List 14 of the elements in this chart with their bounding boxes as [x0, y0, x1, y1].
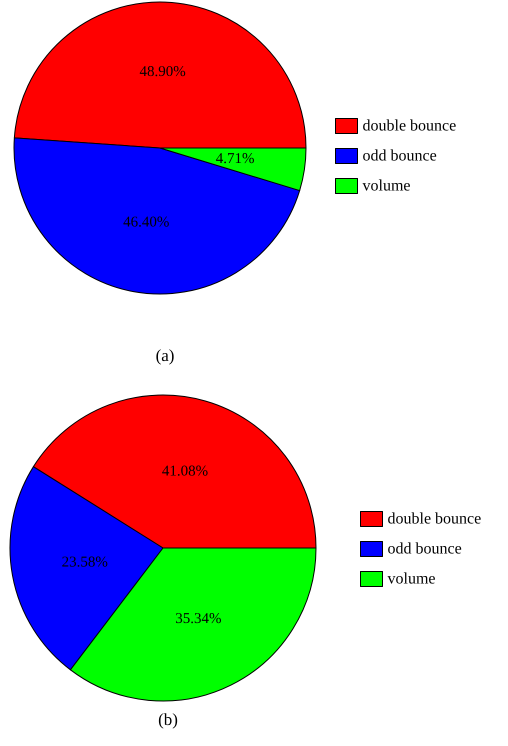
legend-label: odd bounce — [388, 540, 462, 558]
data-label: 23.58% — [62, 554, 108, 570]
data-label: 41.08% — [162, 464, 208, 480]
legend-label: double bounce — [388, 510, 482, 528]
data-label: 48.90% — [140, 64, 186, 80]
data-label: 35.34% — [175, 611, 222, 628]
text: (a) — [156, 346, 174, 365]
data-label: 4.71% — [216, 151, 255, 168]
text: (b) — [158, 710, 178, 729]
legend-label: volume — [362, 178, 410, 194]
legend-label: odd bounce — [362, 148, 437, 164]
legend-label: volume — [388, 570, 436, 588]
data-label: 46.40% — [123, 214, 170, 231]
legend-label: double bounce — [362, 118, 456, 134]
